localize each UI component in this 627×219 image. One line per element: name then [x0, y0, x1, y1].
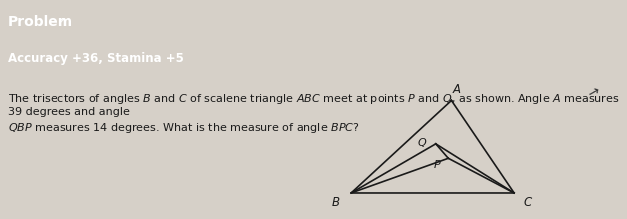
Text: $P$: $P$: [433, 158, 441, 170]
Text: The trisectors of angles $B$ and $C$ of scalene triangle $ABC$ meet at points $P: The trisectors of angles $B$ and $C$ of …: [8, 92, 619, 117]
Text: $A$: $A$: [451, 83, 461, 96]
Text: ↗: ↗: [585, 83, 600, 100]
Text: Problem: Problem: [8, 15, 73, 29]
Text: $B$: $B$: [331, 196, 340, 209]
Text: ↗: ↗: [58, 17, 66, 27]
Text: Accuracy +36, Stamina +5: Accuracy +36, Stamina +5: [8, 52, 184, 65]
Text: $Q$: $Q$: [417, 136, 427, 149]
Text: $C$: $C$: [523, 196, 533, 209]
Text: $QBP$ measures 14 degrees. What is the measure of angle $BPC$?: $QBP$ measures 14 degrees. What is the m…: [8, 121, 360, 135]
